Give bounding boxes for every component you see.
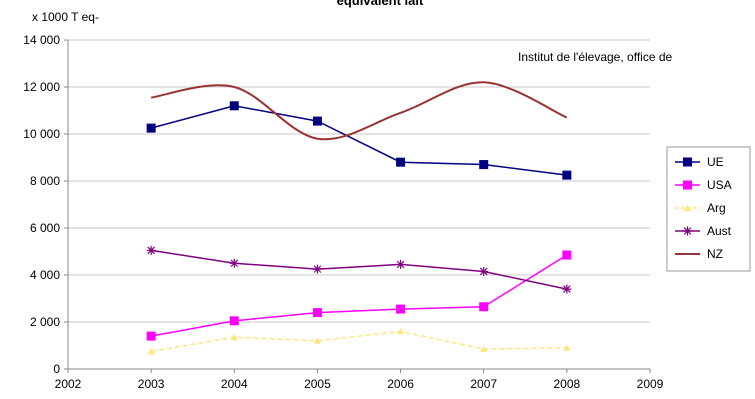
y-tick-label: 2 000: [30, 315, 60, 329]
legend-label-ue: UE: [707, 155, 724, 169]
legend-marker-arg: [684, 204, 691, 211]
data-point-aust: [312, 264, 322, 274]
data-point-arg: [480, 345, 488, 353]
legend-marker-usa: [683, 180, 692, 190]
data-point-usa: [146, 331, 156, 341]
x-tick-label: 2009: [637, 377, 664, 391]
y-tick-labels: 0 2 000 4 000 6 000 8 000 10 000 12 000 14 000: [23, 33, 60, 376]
data-point-arg: [147, 347, 155, 355]
y-tick-label: 8 000: [30, 174, 60, 188]
data-point-aust: [562, 284, 572, 294]
x-tick-label: 2005: [304, 377, 331, 391]
series-line-ue: [150, 105, 567, 176]
y-tick-label: 10 000: [23, 127, 60, 141]
y-tick-label: 14 000: [23, 33, 60, 47]
data-point-arg: [397, 327, 405, 335]
data-point-arg: [230, 333, 238, 341]
y-tick-label: 4 000: [30, 268, 60, 282]
series-arg: [147, 327, 571, 355]
chart-title: équivalent lait: [337, 0, 424, 8]
series-group: [146, 81, 572, 355]
legend-item-ue: UE: [675, 155, 724, 169]
series-ue: [146, 101, 572, 180]
data-point-arg: [563, 344, 571, 351]
x-tick-label: 2003: [138, 377, 165, 391]
legend: UE USA Arg Aust NZ: [666, 146, 751, 272]
series-usa: [146, 250, 572, 341]
x-tick-label: 2008: [554, 377, 581, 391]
x-tick-label: 2004: [221, 377, 248, 391]
series-line-nz: [151, 81, 568, 141]
source-note: Institut de l'élevage, office de: [518, 50, 672, 64]
legend-label-arg: Arg: [707, 201, 726, 215]
x-tick-label: 2007: [470, 377, 497, 391]
y-tick-label: 12 000: [23, 80, 60, 94]
data-point-aust: [479, 266, 489, 276]
data-point-ue: [146, 123, 156, 133]
data-point-ue: [562, 170, 572, 180]
series-line-arg: [151, 330, 567, 353]
legend-label-nz: NZ: [707, 247, 723, 261]
series-line-usa: [151, 254, 568, 337]
data-point-ue: [396, 157, 406, 167]
data-point-usa: [229, 316, 239, 326]
data-point-aust: [229, 258, 239, 268]
series-aust: [146, 245, 572, 294]
data-point-usa: [312, 308, 322, 318]
x-tick-labels: 2002 2003 2004 2005 2006 2007 2008 2009: [55, 377, 664, 391]
legend-label-aust: Aust: [707, 224, 732, 238]
legend-item-arg: Arg: [675, 201, 726, 215]
axes: [64, 39, 651, 373]
x-tick-label: 2002: [55, 377, 82, 391]
legend-marker-ue: [683, 157, 692, 167]
legend-item-usa: USA: [675, 178, 732, 192]
data-point-ue: [479, 160, 489, 170]
legend-item-nz: NZ: [675, 247, 723, 261]
x-tick-label: 2006: [387, 377, 414, 391]
series-line-aust: [151, 249, 568, 290]
legend-box: [666, 146, 751, 272]
data-point-aust: [146, 245, 156, 255]
data-point-arg: [313, 337, 321, 344]
data-point-ue: [312, 116, 322, 126]
series-nz: [151, 81, 568, 141]
y-tick-label: 0: [53, 362, 60, 376]
y-axis-label: x 1000 T eq-: [32, 10, 99, 24]
data-point-usa: [479, 302, 489, 312]
data-point-aust: [396, 259, 406, 269]
data-point-usa: [396, 304, 406, 314]
gridlines: [68, 39, 650, 323]
legend-item-aust: Aust: [675, 224, 732, 238]
data-point-ue: [229, 101, 239, 111]
legend-marker-aust: [683, 226, 692, 236]
y-tick-label: 6 000: [30, 221, 60, 235]
legend-label-usa: USA: [707, 178, 732, 192]
data-point-usa: [562, 250, 572, 260]
